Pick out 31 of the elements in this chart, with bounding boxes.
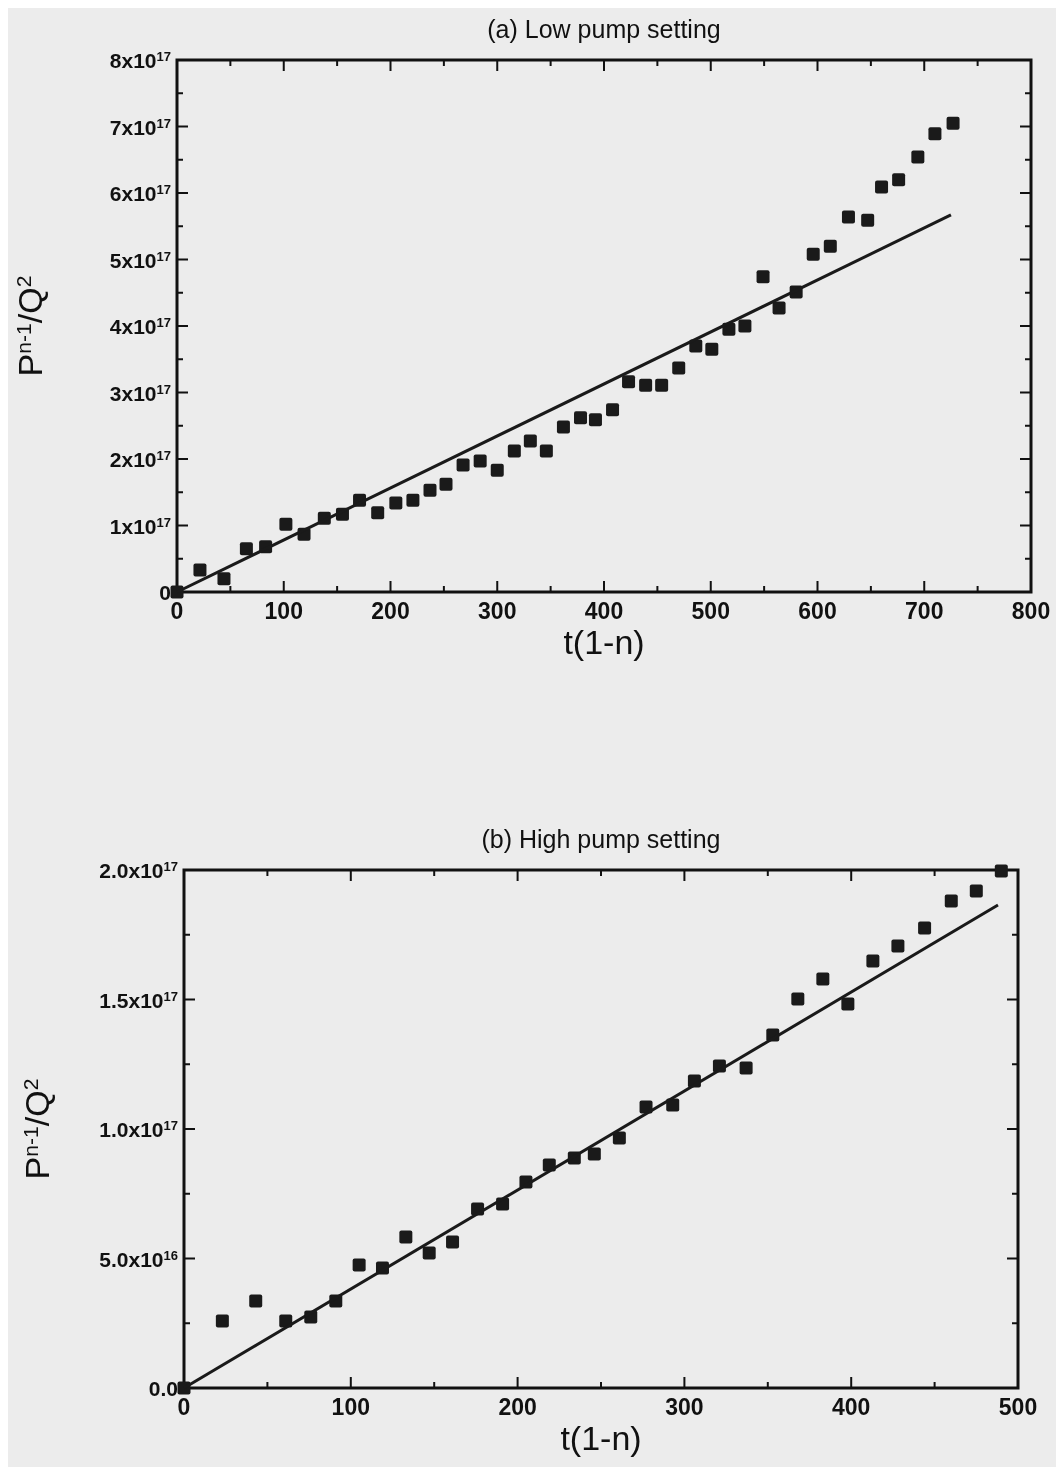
y-tick-label: 0.0 [148,1377,178,1400]
x-tick-label: 200 [371,598,410,624]
y-tick-label: 1.5x10$^{17}$ [99,988,178,1012]
x-tick-label: 800 [1011,598,1051,624]
x-tick-label: 400 [584,598,624,624]
x-axis-title: t(1-n) [560,1419,642,1457]
x-axis-title: t(1-n) [563,623,645,661]
x-tick-label: 100 [264,598,303,624]
x-tick-label: 300 [665,1394,704,1420]
y-tick-label: 5x10$^{17}$ [109,248,171,272]
x-tick-label: 300 [478,598,517,624]
y-tick-label: 5.0x10$^{16}$ [99,1247,178,1271]
y-tick-label: 4x10$^{17}$ [109,314,171,338]
x-tick-label: 700 [905,598,944,624]
x-tick-label: 200 [498,1394,537,1420]
y-tick-label: 2.0x10$^{17}$ [99,858,178,882]
y-tick-label: 8x10$^{17}$ [109,48,171,72]
y-tick-label: 6x10$^{17}$ [109,181,171,205]
x-tick-label: 500 [691,598,730,624]
x-tick-label: 400 [832,1394,871,1420]
x-tick-label: 500 [998,1394,1038,1420]
y-tick-label: 7x10$^{17}$ [109,115,171,139]
y-tick-label: 2x10$^{17}$ [109,447,171,471]
y-tick-label: 3x10$^{17}$ [109,381,171,405]
y-tick-label: 1.0x10$^{17}$ [99,1117,178,1141]
y-tick-label: 1x10$^{17}$ [109,514,171,538]
chart-title: (b) High pump setting [481,825,721,853]
y-tick-label: 0 [159,581,171,604]
x-tick-label: 600 [798,598,837,624]
chart-title: (a) Low pump setting [487,15,721,43]
x-tick-label: 100 [331,1394,370,1420]
